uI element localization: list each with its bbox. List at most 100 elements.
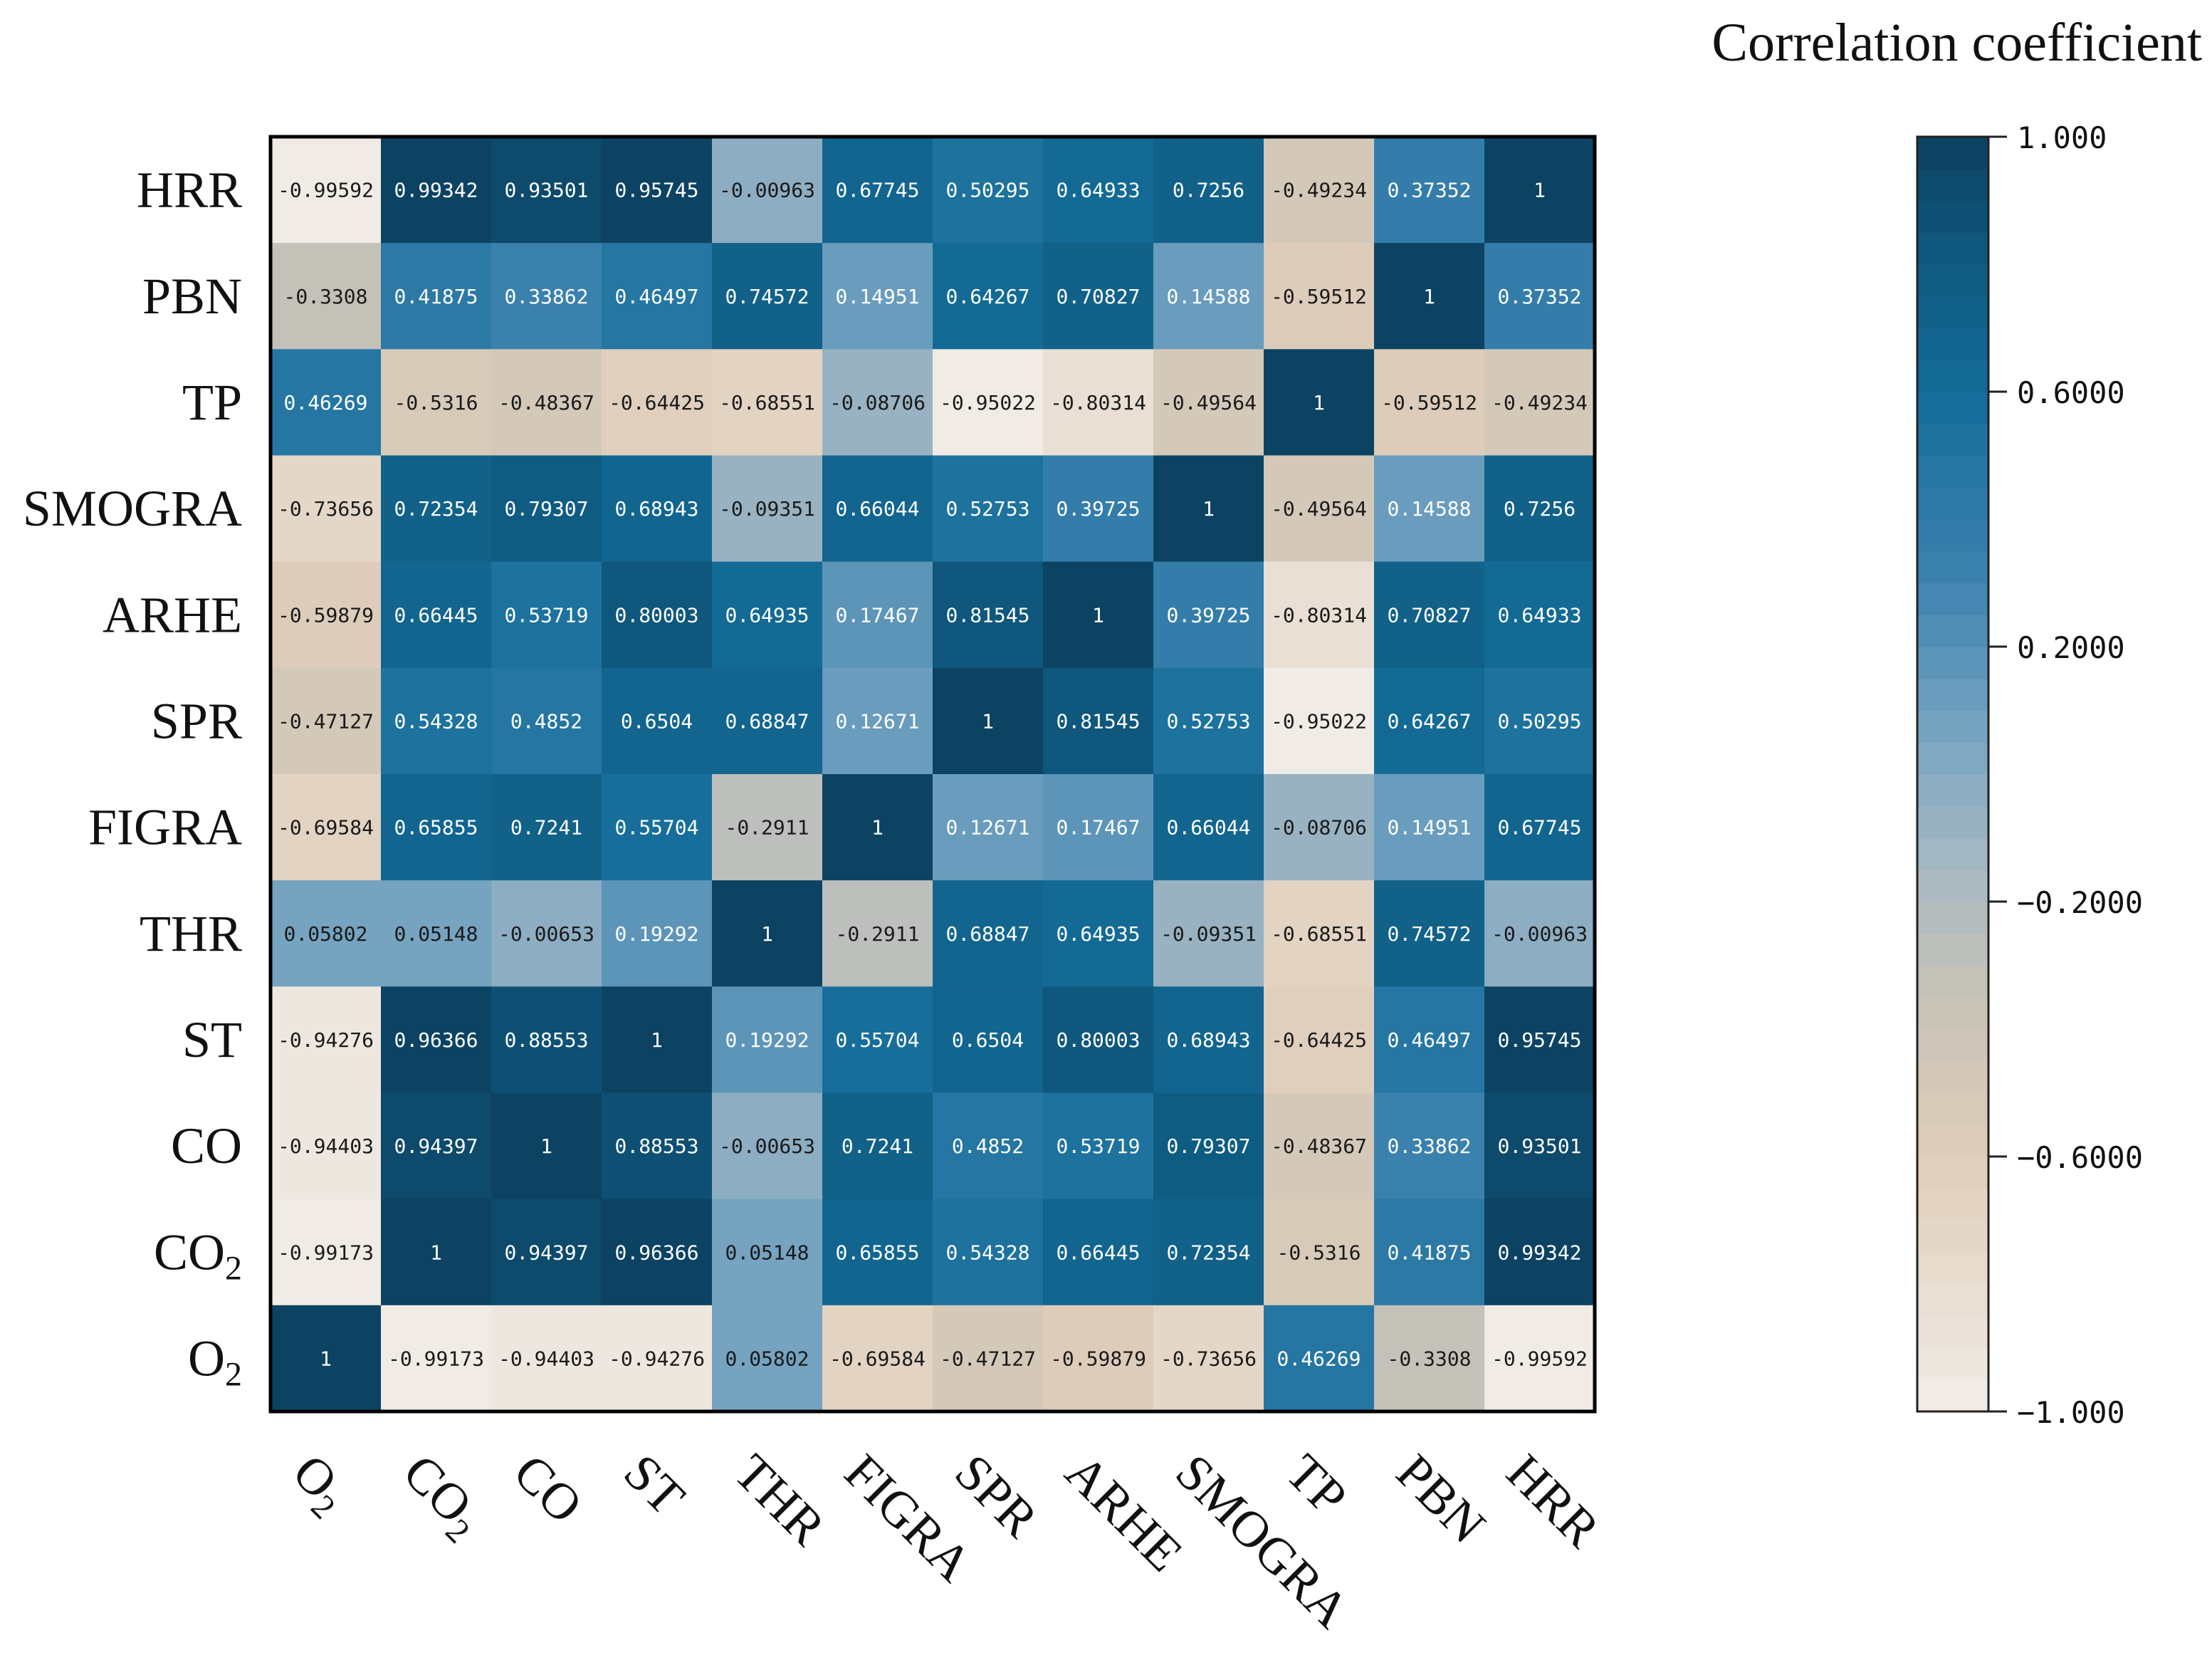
heatmap-cell <box>822 880 933 987</box>
heatmap-cell <box>933 1092 1044 1200</box>
heatmap-cell-value: 0.68847 <box>945 922 1029 946</box>
column-label: HRR <box>1496 1444 1610 1558</box>
colorbar-band <box>1917 805 1988 839</box>
heatmap-cell <box>933 1305 1044 1412</box>
colorbar-band <box>1917 1157 1988 1189</box>
heatmap-cell-value: 0.12671 <box>945 816 1029 840</box>
colorbar-band <box>1917 965 1988 998</box>
heatmap-cell <box>822 243 933 350</box>
heatmap-cell <box>1374 1199 1485 1306</box>
heatmap-cell <box>1153 1305 1264 1412</box>
heatmap-cell-value: -0.08706 <box>1271 816 1367 840</box>
heatmap-cell <box>491 349 602 456</box>
row-label: CO2 <box>154 1223 242 1287</box>
heatmap-cell-value: 0.64933 <box>1497 603 1581 627</box>
heatmap-cell <box>1484 243 1595 350</box>
heatmap-cell-value: 0.94397 <box>394 1134 478 1158</box>
heatmap-cell <box>1484 1199 1595 1306</box>
heatmap-cell-value: 0.80003 <box>1056 1028 1140 1052</box>
colorbar-band <box>1917 360 1988 392</box>
heatmap-cell <box>712 349 823 456</box>
heatmap-cell <box>1484 455 1595 563</box>
heatmap-cell-value: 0.55704 <box>614 816 698 840</box>
heatmap-cell <box>491 880 602 987</box>
heatmap-cell <box>1153 986 1264 1094</box>
colorbar-band <box>1917 774 1988 807</box>
heatmap-cell <box>712 1199 823 1306</box>
heatmap-cell <box>381 455 492 563</box>
heatmap-cell-value: 0.68943 <box>614 497 698 521</box>
heatmap-cell-value: -0.94276 <box>609 1347 705 1370</box>
colorbar-ticks: 1.000 0.6000 0.2000 −0.2000 −0.6000 −1.000 <box>1988 120 2143 1430</box>
heatmap-cell <box>1484 1092 1595 1200</box>
heatmap-cell <box>1043 986 1154 1094</box>
heatmap-cell <box>602 137 713 244</box>
heatmap-cell-value: 0.74572 <box>1387 922 1471 946</box>
heatmap-cell <box>1264 667 1375 775</box>
heatmap-cell <box>602 1305 713 1412</box>
heatmap-cell <box>1153 349 1264 456</box>
heatmap-cell-value: 0.94397 <box>504 1241 588 1264</box>
heatmap-cell <box>1264 1092 1375 1200</box>
heatmap-cell-value: -0.80314 <box>1050 391 1146 414</box>
heatmap-cell-value: 0.39725 <box>1166 603 1250 627</box>
heatmap-cell-value: 0.95745 <box>1497 1028 1581 1052</box>
heatmap-cell-value: -0.59512 <box>1381 391 1477 414</box>
column-label: THR <box>723 1444 836 1556</box>
heatmap-cell <box>381 986 492 1094</box>
heatmap-cell <box>1153 667 1264 775</box>
heatmap-cell-value: 1 <box>651 1028 663 1052</box>
heatmap-cell-value: -0.69584 <box>278 816 374 840</box>
heatmap-cell <box>1264 349 1375 456</box>
heatmap-cell-value: 0.12671 <box>835 709 919 733</box>
heatmap-cell <box>491 1199 602 1306</box>
heatmap-cell <box>1374 667 1485 775</box>
colorbar-band <box>1917 1029 1988 1062</box>
heatmap-cell-value: 0.55704 <box>835 1028 919 1052</box>
column-label: ST <box>613 1444 696 1526</box>
heatmap-cell <box>602 667 713 775</box>
heatmap-cell-value: 0.41875 <box>394 285 478 308</box>
heatmap-cell <box>933 455 1044 563</box>
heatmap-cell <box>271 667 382 775</box>
heatmap-cell <box>1374 1092 1485 1200</box>
heatmap-cell <box>1153 455 1264 563</box>
heatmap-cell <box>1264 880 1375 987</box>
heatmap-cell-value: -0.59879 <box>1050 1347 1146 1370</box>
colorbar-tick-label: 0.2000 <box>2017 630 2125 665</box>
heatmap-cell <box>602 880 713 987</box>
colorbar-band <box>1917 296 1988 329</box>
row-label: ST <box>182 1011 242 1068</box>
heatmap-cell-value: 1 <box>761 922 773 946</box>
heatmap-cell-value: 0.46497 <box>1387 1028 1471 1052</box>
heatmap-cell-value: 0.46269 <box>283 391 367 414</box>
heatmap-cell <box>822 349 933 456</box>
colorbar-band <box>1917 583 1988 615</box>
heatmap-cell <box>933 137 1044 244</box>
heatmap-cell <box>381 137 492 244</box>
heatmap-cell-value: 0.96366 <box>394 1028 478 1052</box>
heatmap-cell-value: 0.81545 <box>1056 709 1140 733</box>
heatmap-cell-value: 0.6504 <box>621 709 693 733</box>
heatmap-cell-value: 1 <box>1313 391 1325 414</box>
colorbar-band <box>1917 997 1988 1030</box>
heatmap-cell-value: 0.79307 <box>1166 1134 1250 1158</box>
column-label: O2 <box>278 1444 361 1527</box>
heatmap-cell <box>491 774 602 881</box>
heatmap-cell <box>1264 1305 1375 1412</box>
heatmap-cell-value: -0.68551 <box>719 391 815 414</box>
colorbar-band <box>1917 742 1988 775</box>
colorbar-band <box>1917 902 1988 934</box>
heatmap-cell <box>491 667 602 775</box>
heatmap-cell <box>1484 667 1595 775</box>
heatmap-frame <box>268 135 1597 1414</box>
heatmap-cell <box>712 137 823 244</box>
heatmap-cell-value: -0.64425 <box>609 391 705 414</box>
heatmap-cell <box>381 349 492 456</box>
heatmap-cell-value: 0.37352 <box>1497 285 1581 308</box>
heatmap-cell-value: 0.74572 <box>725 285 809 308</box>
heatmap-cell <box>1374 243 1485 350</box>
heatmap-cell-value: -0.73656 <box>1160 1347 1257 1370</box>
heatmap-cell-value: 0.65855 <box>835 1241 919 1264</box>
